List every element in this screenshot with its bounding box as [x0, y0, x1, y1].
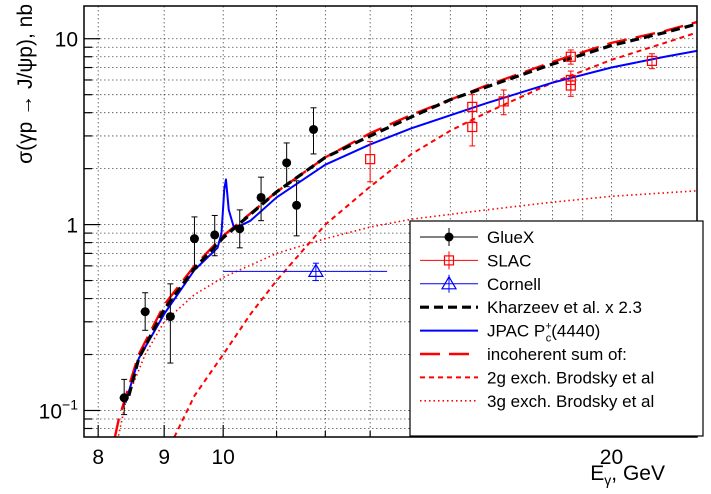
- data-point-gluex: [119, 378, 129, 416]
- data-point-slac: [565, 70, 576, 91]
- curve-kharzeev-et-al-x-2-3: [127, 22, 697, 397]
- legend-label: Kharzeev et al. x 2.3: [487, 298, 642, 317]
- legend-marker: [440, 275, 458, 290]
- marker: [189, 234, 199, 244]
- legend-entry: Cornell: [420, 274, 541, 294]
- legend-entry: 2g exch. Brodsky et al: [420, 368, 654, 387]
- marker: [498, 96, 509, 107]
- data-point-gluex: [165, 283, 175, 364]
- legend-entry: incoherent sum of:: [420, 345, 627, 364]
- data-point-gluex: [309, 107, 319, 155]
- x-axis-title: Eγ, GeV: [590, 462, 665, 488]
- legend-label: SLAC: [487, 251, 531, 270]
- data-point-gluex: [282, 142, 292, 188]
- y-tick-label: 10: [55, 29, 78, 52]
- legend-entry: JPAC P+ c(4440): [420, 321, 600, 345]
- data-points: [119, 49, 658, 416]
- marker: [140, 307, 150, 317]
- x-tick-label: 9: [158, 446, 170, 469]
- legend-label: GlueX: [487, 228, 534, 247]
- legend-label: Cornell: [487, 275, 541, 294]
- x-tick-label: 10: [211, 446, 234, 469]
- legend-entry: SLAC: [420, 251, 531, 270]
- marker: [646, 55, 658, 66]
- marker: [210, 230, 220, 240]
- legend-box: [409, 220, 704, 437]
- model-curves: [113, 20, 697, 437]
- data-point-gluex: [189, 216, 199, 270]
- marker: [235, 224, 245, 234]
- marker: [256, 192, 266, 202]
- curve-2g-exch-brodsky-et-al: [173, 31, 697, 437]
- legend-label: JPAC P+ c(4440): [487, 321, 600, 345]
- y-tick-label: 10−1: [39, 396, 79, 423]
- marker: [565, 51, 576, 62]
- data-point-gluex: [140, 292, 150, 331]
- marker: [309, 124, 319, 134]
- data-point-slac: [467, 94, 478, 122]
- data-point-gluex: [256, 176, 266, 222]
- data-point-slac: [646, 53, 658, 70]
- data-point-cornell: [223, 262, 388, 282]
- legend-label: 3g exch. Brodsky et al: [487, 392, 654, 411]
- legend-entry: GlueX: [420, 228, 534, 247]
- y-axis-title: σ(γp → J/ψp), nb: [14, 4, 37, 164]
- marker: [282, 158, 292, 168]
- x-tick-label: 20: [600, 446, 623, 469]
- legend-label: incoherent sum of:: [487, 345, 627, 364]
- data-point-gluex: [210, 214, 220, 257]
- data-point-gluex: [235, 209, 245, 249]
- axis-labels: 8 9 10 20 10−1 1 10 Eγ, GeV σ(γp → J/ψp), nb: [14, 4, 665, 488]
- marker: [119, 393, 129, 403]
- marker: [307, 263, 324, 278]
- marker: [467, 121, 478, 133]
- marker: [292, 200, 302, 210]
- marker: [467, 101, 478, 112]
- legend: GlueX SLAC Cornell Kharzeev et al. x 2.3 JPA…: [409, 220, 704, 437]
- data-point-slac: [365, 140, 376, 183]
- x-tick-label: 8: [92, 446, 104, 469]
- marker: [365, 154, 376, 165]
- data-point-slac: [498, 89, 509, 116]
- legend-entry: Kharzeev et al. x 2.3: [420, 298, 642, 317]
- legend-label: 2g exch. Brodsky et al: [487, 368, 654, 387]
- data-point-gluex: [292, 180, 302, 237]
- legend-entry: 3g exch. Brodsky et al: [420, 392, 654, 411]
- marker: [165, 312, 175, 322]
- data-point-slac: [565, 49, 576, 65]
- legend-marker: [443, 255, 455, 266]
- legend-marker: [444, 232, 454, 242]
- y-tick-label: 1: [66, 215, 78, 238]
- axis-ticks: [84, 38, 613, 437]
- marker: [565, 74, 576, 86]
